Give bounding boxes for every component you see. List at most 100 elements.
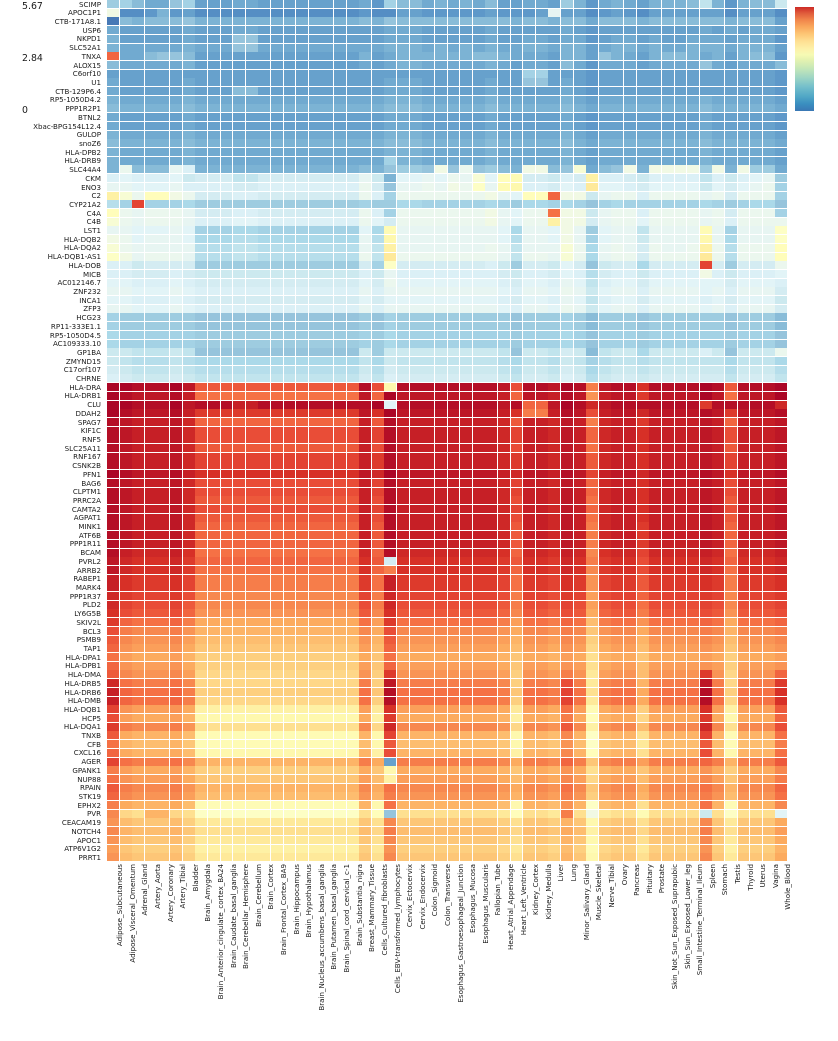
heatmap-cell[interactable] (548, 400, 561, 409)
heatmap-cell[interactable] (195, 330, 208, 339)
heatmap-cell[interactable] (422, 696, 435, 705)
heatmap-cell[interactable] (233, 182, 246, 191)
heatmap-cell[interactable] (334, 156, 346, 165)
heatmap-cell[interactable] (296, 278, 309, 287)
heatmap-cell[interactable] (170, 478, 182, 487)
heatmap-cell[interactable] (472, 748, 485, 757)
heatmap-cell[interactable] (371, 409, 384, 418)
heatmap-cell[interactable] (422, 766, 435, 775)
heatmap-cell[interactable] (182, 121, 195, 130)
heatmap-cell[interactable] (207, 130, 220, 139)
heatmap-cell[interactable] (258, 287, 271, 296)
heatmap-cell[interactable] (510, 0, 523, 8)
heatmap-cell[interactable] (107, 600, 119, 609)
heatmap-cell[interactable] (523, 243, 536, 252)
heatmap-cell[interactable] (460, 670, 473, 679)
heatmap-cell[interactable] (384, 400, 397, 409)
heatmap-cell[interactable] (598, 348, 611, 357)
heatmap-cell[interactable] (687, 182, 700, 191)
heatmap-cell[interactable] (460, 557, 473, 566)
heatmap-cell[interactable] (636, 557, 649, 566)
heatmap-cell[interactable] (636, 243, 649, 252)
heatmap-cell[interactable] (182, 243, 195, 252)
heatmap-cell[interactable] (598, 496, 611, 505)
heatmap-cell[interactable] (548, 740, 561, 749)
heatmap-cell[interactable] (561, 644, 573, 653)
heatmap-cell[interactable] (624, 644, 636, 653)
heatmap-cell[interactable] (422, 757, 435, 766)
heatmap-cell[interactable] (359, 574, 372, 583)
heatmap-cell[interactable] (762, 287, 775, 296)
heatmap-cell[interactable] (737, 52, 750, 61)
heatmap-cell[interactable] (497, 322, 510, 331)
heatmap-cell[interactable] (636, 348, 649, 357)
heatmap-cell[interactable] (447, 165, 460, 174)
heatmap-cell[interactable] (182, 226, 195, 235)
heatmap-cell[interactable] (119, 330, 132, 339)
heatmap-cell[interactable] (485, 17, 498, 26)
heatmap-cell[interactable] (384, 104, 397, 113)
heatmap-cell[interactable] (699, 156, 712, 165)
heatmap-cell[interactable] (195, 26, 208, 35)
heatmap-cell[interactable] (750, 487, 763, 496)
heatmap-cell[interactable] (346, 156, 359, 165)
heatmap-cell[interactable] (649, 679, 662, 688)
heatmap-cell[interactable] (233, 513, 246, 522)
heatmap-cell[interactable] (321, 557, 334, 566)
heatmap-cell[interactable] (334, 43, 346, 52)
heatmap-cell[interactable] (258, 722, 271, 731)
heatmap-cell[interactable] (724, 8, 737, 17)
heatmap-cell[interactable] (447, 592, 460, 601)
heatmap-cell[interactable] (283, 635, 296, 644)
heatmap-cell[interactable] (598, 618, 611, 627)
heatmap-cell[interactable] (409, 226, 422, 235)
heatmap-cell[interactable] (170, 383, 182, 392)
heatmap-cell[interactable] (523, 731, 536, 740)
heatmap-cell[interactable] (283, 78, 296, 87)
heatmap-cell[interactable] (144, 661, 157, 670)
heatmap-cell[interactable] (472, 287, 485, 296)
heatmap-cell[interactable] (762, 513, 775, 522)
heatmap-cell[interactable] (523, 156, 536, 165)
heatmap-cell[interactable] (724, 731, 737, 740)
heatmap-cell[interactable] (737, 679, 750, 688)
heatmap-cell[interactable] (510, 243, 523, 252)
heatmap-cell[interactable] (346, 409, 359, 418)
heatmap-cell[interactable] (523, 653, 536, 662)
heatmap-cell[interactable] (157, 139, 170, 148)
heatmap-cell[interactable] (170, 731, 182, 740)
heatmap-cell[interactable] (119, 156, 132, 165)
heatmap-cell[interactable] (296, 52, 309, 61)
heatmap-cell[interactable] (724, 261, 737, 270)
heatmap-cell[interactable] (409, 522, 422, 531)
heatmap-cell[interactable] (548, 383, 561, 392)
heatmap-cell[interactable] (296, 43, 309, 52)
heatmap-cell[interactable] (107, 391, 119, 400)
heatmap-cell[interactable] (624, 278, 636, 287)
heatmap-cell[interactable] (195, 470, 208, 479)
heatmap-cell[interactable] (132, 679, 145, 688)
heatmap-cell[interactable] (775, 374, 788, 383)
heatmap-cell[interactable] (182, 478, 195, 487)
heatmap-cell[interactable] (611, 661, 624, 670)
heatmap-cell[interactable] (724, 87, 737, 96)
heatmap-cell[interactable] (485, 722, 498, 731)
heatmap-cell[interactable] (762, 78, 775, 87)
heatmap-cell[interactable] (561, 565, 573, 574)
heatmap-cell[interactable] (182, 574, 195, 583)
heatmap-cell[interactable] (195, 696, 208, 705)
heatmap-cell[interactable] (220, 200, 233, 209)
heatmap-cell[interactable] (107, 52, 119, 61)
heatmap-cell[interactable] (674, 226, 687, 235)
heatmap-cell[interactable] (283, 600, 296, 609)
heatmap-cell[interactable] (485, 731, 498, 740)
heatmap-cell[interactable] (497, 278, 510, 287)
heatmap-cell[interactable] (535, 191, 548, 200)
heatmap-cell[interactable] (510, 626, 523, 635)
heatmap-cell[interactable] (737, 208, 750, 217)
heatmap-cell[interactable] (561, 208, 573, 217)
heatmap-cell[interactable] (460, 104, 473, 113)
heatmap-cell[interactable] (598, 17, 611, 26)
heatmap-cell[interactable] (182, 313, 195, 322)
heatmap-cell[interactable] (548, 287, 561, 296)
